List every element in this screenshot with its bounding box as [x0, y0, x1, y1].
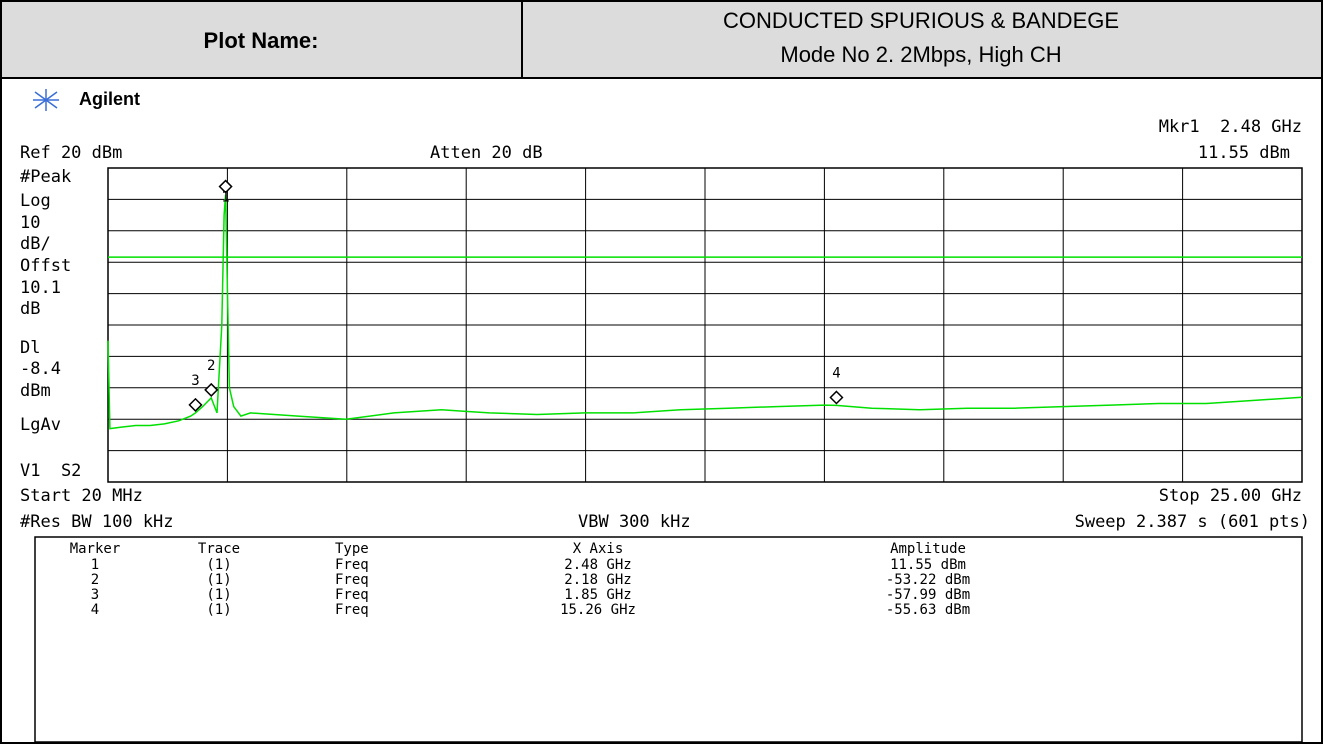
table-header: Trace — [198, 541, 240, 557]
side-label: dB — [20, 299, 40, 319]
header-title: CONDUCTED SPURIOUS & BANDEGE — [723, 8, 1119, 33]
logo — [33, 89, 59, 111]
side-label: dB/ — [20, 234, 51, 254]
header-title: Mode No 2. 2Mbps, High CH — [780, 42, 1061, 67]
marker-label: 1 — [221, 190, 229, 206]
attenuation: Atten 20 dB — [430, 143, 543, 163]
table-cell: 2.18 GHz — [564, 572, 631, 588]
table-header: Amplitude — [890, 541, 966, 557]
header-bg — [0, 0, 1323, 79]
table-cell: 11.55 dBm — [890, 557, 966, 573]
table-header: X Axis — [573, 541, 624, 557]
marker-diamond — [218, 179, 233, 194]
table-cell: Freq — [335, 602, 369, 618]
marker-label: 2 — [207, 358, 215, 374]
table-cell: Freq — [335, 587, 369, 603]
table-header: Marker — [70, 541, 121, 557]
marker-label: 4 — [832, 365, 840, 381]
side-label: #Peak — [20, 167, 71, 187]
table-cell: 1 — [91, 557, 99, 573]
table-cell: Freq — [335, 557, 369, 573]
side-label: dBm — [20, 381, 51, 401]
side-label: V1 S2 — [20, 461, 81, 481]
side-label: 10.1 — [20, 278, 61, 298]
table-cell: (1) — [206, 557, 231, 573]
sweep: Sweep 2.387 s (601 pts) — [1075, 512, 1310, 532]
marker-diamond — [188, 397, 203, 412]
stop-freq: Stop 25.00 GHz — [1159, 486, 1302, 506]
res-bw: #Res BW 100 kHz — [20, 512, 174, 532]
marker-readout: Mkr1 2.48 GHz — [1159, 117, 1302, 137]
brand: Agilent — [79, 89, 140, 109]
table-cell: 1.85 GHz — [564, 587, 631, 603]
side-label: Dl — [20, 338, 40, 358]
table-cell: 3 — [91, 587, 99, 603]
table-header: Type — [335, 541, 369, 557]
table-cell: -53.22 dBm — [886, 572, 970, 588]
table-cell: 4 — [91, 602, 99, 618]
start-freq: Start 20 MHz — [20, 486, 143, 506]
ref-level: Ref 20 dBm — [20, 143, 122, 163]
table-cell: 15.26 GHz — [560, 602, 636, 618]
table-cell: -57.99 dBm — [886, 587, 970, 603]
table-cell: 2 — [91, 572, 99, 588]
side-label: 10 — [20, 213, 40, 233]
table-cell: (1) — [206, 587, 231, 603]
table-cell: Freq — [335, 572, 369, 588]
vbw: VBW 300 kHz — [578, 512, 691, 532]
table-cell: (1) — [206, 572, 231, 588]
side-label: -8.4 — [20, 359, 61, 379]
marker-readout: 11.55 dBm — [1198, 143, 1290, 163]
table-cell: -55.63 dBm — [886, 602, 970, 618]
table-cell: 2.48 GHz — [564, 557, 631, 573]
side-label: LgAv — [20, 415, 61, 435]
header-label: Plot Name: — [204, 28, 319, 53]
marker-diamond — [829, 390, 844, 405]
marker-table-box — [34, 536, 1303, 743]
trace — [107, 194, 1303, 430]
marker-label: 3 — [191, 373, 199, 389]
side-label: Log — [20, 191, 51, 211]
side-label: Offst — [20, 256, 71, 276]
marker-diamond — [204, 382, 219, 397]
table-cell: (1) — [206, 602, 231, 618]
